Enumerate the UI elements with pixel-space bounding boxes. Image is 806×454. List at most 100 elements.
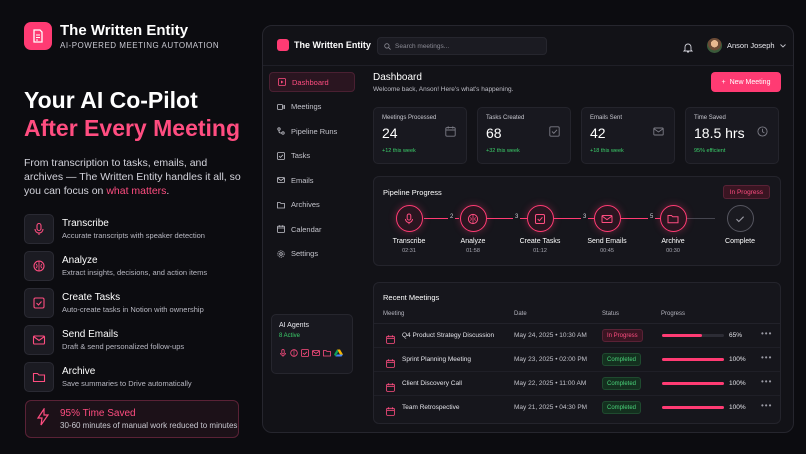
pipeline-connector xyxy=(687,218,715,219)
stage-time: 00:45 xyxy=(600,248,614,254)
table-row[interactable]: Sprint Planning Meeting May 23, 2025 • 0… xyxy=(374,348,780,372)
sidebar-item-label: Meetings xyxy=(291,102,322,111)
column-header-progress: Progress xyxy=(661,311,686,317)
sidebar-item-meetings[interactable]: Meetings xyxy=(269,97,355,117)
sidebar: Dashboard Meetings Pipeline Runs Tasks E… xyxy=(269,72,355,268)
stat-card-emails: Emails Sent 42 +18 this week xyxy=(581,107,675,164)
connector-count: 3 xyxy=(581,214,589,220)
stat-delta: +32 this week xyxy=(486,148,520,154)
sidebar-item-label: Tasks xyxy=(291,151,311,160)
hero: Your AI Co-Pilot After Every Meeting Fro… xyxy=(24,86,249,198)
hero-heading: Your AI Co-Pilot After Every Meeting xyxy=(24,86,249,142)
status-badge: Completed xyxy=(602,377,642,390)
sidebar-item-tasks[interactable]: Tasks xyxy=(269,146,355,166)
stage-name: Archive xyxy=(661,238,685,245)
table-row[interactable]: Team Retrospective May 21, 2025 • 04:30 … xyxy=(374,396,780,420)
lightning-icon xyxy=(36,406,50,431)
ai-agents-icons xyxy=(279,349,345,357)
calendar-icon xyxy=(277,225,285,233)
more-options-icon[interactable]: ••• xyxy=(761,353,773,362)
stage-name: Transcribe xyxy=(392,238,426,245)
meeting-name: Sprint Planning Meeting xyxy=(402,356,472,363)
sidebar-item-calendar[interactable]: Calendar xyxy=(269,219,355,239)
stat-value: 24 xyxy=(382,125,398,141)
stage-send-emails[interactable]: Send Emails 00:45 xyxy=(577,205,637,254)
stage-analyze[interactable]: Analyze 01:58 xyxy=(443,205,503,254)
feature-title: Analyze xyxy=(62,255,98,266)
more-options-icon[interactable]: ••• xyxy=(761,329,773,338)
column-header-date: Date xyxy=(514,311,527,317)
ai-agents-panel[interactable]: AI Agents 8 Active xyxy=(271,314,353,374)
app-title: The Written Entity xyxy=(294,40,371,50)
search-icon xyxy=(384,37,391,55)
table-row[interactable]: Q4 Product Strategy Discussion May 24, 2… xyxy=(374,324,780,348)
ai-agents-count: 8 Active xyxy=(279,333,301,339)
feature-desc: Extract insights, decisions, and action … xyxy=(62,268,208,277)
sidebar-item-label: Dashboard xyxy=(292,77,329,87)
app-brand[interactable]: The Written Entity xyxy=(277,39,371,51)
brain-icon xyxy=(24,251,54,281)
search-input[interactable] xyxy=(395,42,535,50)
calendar-icon xyxy=(386,355,395,373)
stage-complete[interactable]: Complete xyxy=(710,205,770,248)
sidebar-item-pipeline-runs[interactable]: Pipeline Runs xyxy=(269,121,355,141)
feature-archive: Archive Save summaries to Drive automatic… xyxy=(24,362,239,392)
pipeline-connector xyxy=(424,218,459,219)
stat-label: Emails Sent xyxy=(590,115,623,121)
feature-title: Create Tasks xyxy=(62,292,121,303)
microphone-icon xyxy=(280,349,286,357)
pipeline-connector xyxy=(554,218,597,219)
feature-title: Archive xyxy=(62,366,96,377)
stage-create-tasks[interactable]: Create Tasks 01:12 xyxy=(510,205,570,254)
hero-description: From transcription to tasks, emails, and… xyxy=(24,156,249,198)
more-options-icon[interactable]: ••• xyxy=(761,401,773,410)
folder-icon xyxy=(323,350,331,357)
feature-desc: Draft & send personalized follow-ups xyxy=(62,342,185,351)
sidebar-item-dashboard[interactable]: Dashboard xyxy=(269,72,355,92)
feature-transcribe: Transcribe Accurate transcripts with spea… xyxy=(24,214,239,244)
chevron-down-icon xyxy=(779,41,786,50)
brain-icon xyxy=(290,349,298,357)
progress-bar xyxy=(662,334,724,337)
table-row[interactable]: Client Discovery Call May 22, 2025 • 11:… xyxy=(374,372,780,396)
feature-title: Send Emails xyxy=(62,329,119,340)
header-divider xyxy=(374,323,780,324)
hero-line-2: After Every Meeting xyxy=(24,115,241,141)
feature-desc: Save summaries to Drive automatically xyxy=(62,379,192,388)
connector-count: 2 xyxy=(448,214,456,220)
search-box[interactable] xyxy=(377,37,547,55)
stage-archive[interactable]: Archive 00:30 xyxy=(643,205,703,254)
stage-time: 01:12 xyxy=(533,248,547,254)
stage-name: Analyze xyxy=(460,238,486,245)
sidebar-item-settings[interactable]: Settings xyxy=(269,244,355,264)
pipeline-connector xyxy=(486,218,530,219)
new-meeting-button[interactable]: + New Meeting xyxy=(711,72,781,92)
mail-icon xyxy=(593,205,621,232)
user-menu[interactable]: Anson Joseph xyxy=(707,38,786,53)
sidebar-item-label: Emails xyxy=(291,175,314,185)
more-options-icon[interactable]: ••• xyxy=(761,377,773,386)
progress-percent: 100% xyxy=(729,356,746,363)
sidebar-item-emails[interactable]: Emails xyxy=(269,170,355,190)
stage-transcribe[interactable]: Transcribe 02:31 xyxy=(379,205,439,254)
stage-name: Send Emails xyxy=(587,238,627,245)
progress-percent: 100% xyxy=(729,404,746,411)
meeting-date: May 22, 2025 • 11:00 AM xyxy=(514,380,587,387)
brand-logo-icon xyxy=(24,22,52,50)
app-logo-icon xyxy=(277,39,289,51)
stat-delta: +18 this week xyxy=(590,148,624,154)
connector-count: 3 xyxy=(513,214,521,220)
checkbox-icon xyxy=(24,288,54,318)
hero-desc-pre: From transcription to tasks, emails, and… xyxy=(24,157,241,197)
avatar xyxy=(707,38,722,53)
checkbox-icon xyxy=(526,205,554,232)
notification-bell-icon[interactable] xyxy=(682,40,694,58)
clock-icon xyxy=(757,124,768,142)
meeting-name: Q4 Product Strategy Discussion xyxy=(402,332,495,339)
recent-meetings-title: Recent Meetings xyxy=(383,293,440,302)
sidebar-item-archives[interactable]: Archives xyxy=(269,195,355,215)
mail-icon xyxy=(653,124,664,142)
feature-title: Transcribe xyxy=(62,218,109,229)
feature-analyze: Analyze Extract insights, decisions, and … xyxy=(24,251,239,281)
status-badge: Completed xyxy=(602,401,642,414)
